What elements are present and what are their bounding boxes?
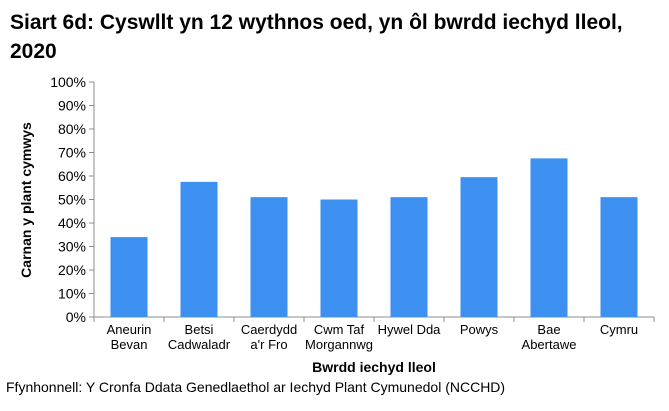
- x-tick-label: Powys: [460, 322, 499, 337]
- y-tick-label: 30%: [58, 239, 86, 255]
- bar: [600, 197, 638, 317]
- y-tick-label: 10%: [58, 286, 86, 302]
- bar: [180, 181, 218, 317]
- x-tick-label: Cymru: [600, 322, 638, 337]
- y-tick-label: 80%: [58, 121, 86, 137]
- bar: [110, 237, 148, 317]
- y-tick-label: 0%: [66, 309, 86, 325]
- x-tick-label: Hywel Dda: [378, 322, 442, 337]
- bar: [460, 177, 498, 317]
- bar: [250, 197, 288, 317]
- x-tick-label: Bae Abertawe: [522, 322, 577, 352]
- y-tick-label: 90%: [58, 98, 86, 114]
- y-tick-label: 50%: [58, 192, 86, 208]
- x-tick-group: [93, 317, 655, 322]
- x-tick-label: Betsi Cadwaladr: [168, 322, 231, 352]
- x-tick-label: Cwm Taf Morgannwg: [305, 322, 373, 352]
- y-tick-label: 60%: [58, 168, 86, 184]
- bar: [320, 199, 358, 317]
- y-tick-label: 70%: [58, 145, 86, 161]
- y-tick-group: 0% 10% 20% 30% 40% 50% 60% 70% 80% 90% 100%: [50, 74, 94, 325]
- x-tick-label: Aneurin Bevan: [107, 322, 152, 352]
- x-label-group: Aneurin Bevan Betsi Cadwaladr Caerdydd a'r Fr…: [107, 322, 639, 352]
- y-tick-label: 40%: [58, 215, 86, 231]
- y-axis-title: Carnan y plant cymwys: [18, 122, 34, 278]
- bar: [390, 197, 428, 317]
- bar-group: [110, 158, 638, 317]
- x-axis-title: Bwrdd iechyd lleol: [312, 359, 436, 375]
- source-note: Ffynhonnell: Y Cronfa Ddata Genedlaethol…: [6, 379, 506, 395]
- x-tick-label: Caerdydd a'r Fro: [241, 322, 297, 352]
- y-tick-label: 100%: [50, 74, 86, 90]
- bar: [530, 158, 568, 317]
- y-tick-label: 20%: [58, 262, 86, 278]
- chart-title: Siart 6d: Cyswllt yn 12 wythnos oed, yn …: [10, 11, 623, 63]
